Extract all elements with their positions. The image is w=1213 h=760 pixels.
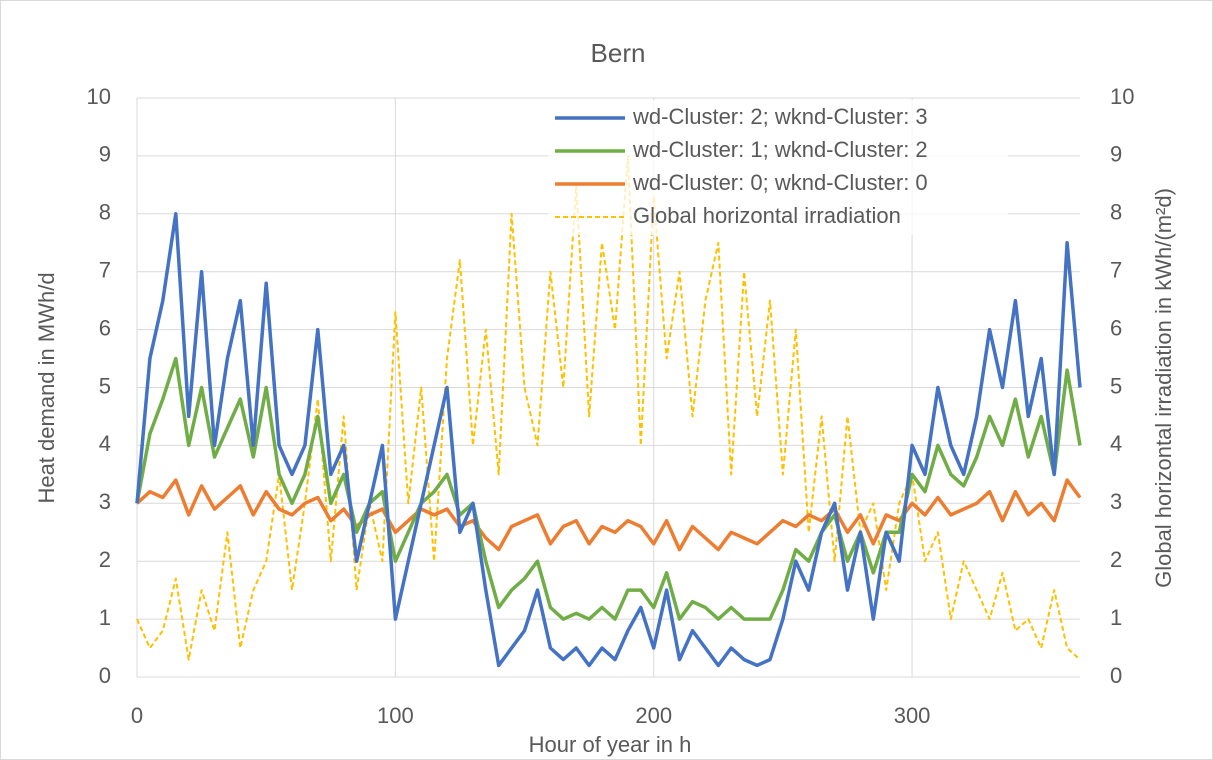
y2-tick-label: 7 bbox=[1110, 258, 1122, 283]
y2-tick-label: 6 bbox=[1110, 315, 1122, 340]
y2-axis-label: Global horizontal irradiation in kWh/(m²… bbox=[1151, 188, 1176, 588]
y-tick-label: 10 bbox=[87, 84, 111, 109]
y-tick-label: 0 bbox=[99, 663, 111, 688]
legend-label: wd-Cluster: 2; wknd-Cluster: 3 bbox=[632, 104, 928, 129]
x-tick-label: 300 bbox=[894, 703, 931, 728]
chart-title: Bern bbox=[591, 38, 646, 68]
x-axis-label: Hour of year in h bbox=[529, 732, 692, 757]
series-line bbox=[136, 154, 1081, 661]
y-tick-label: 7 bbox=[99, 258, 111, 283]
y2-tick-label: 3 bbox=[1110, 489, 1122, 514]
legend-box bbox=[548, 100, 1008, 235]
y2-tick-label: 1 bbox=[1110, 605, 1122, 630]
y2-tick-label: 5 bbox=[1110, 373, 1122, 398]
x-tick-label: 0 bbox=[131, 703, 143, 728]
y2-tick-label: 0 bbox=[1110, 663, 1122, 688]
y-tick-label: 2 bbox=[99, 547, 111, 572]
y2-tick-label: 4 bbox=[1110, 431, 1122, 456]
y-tick-label: 4 bbox=[99, 431, 111, 456]
legend: wd-Cluster: 2; wknd-Cluster: 3 wd-Cluster… bbox=[548, 100, 1008, 235]
legend-label: wd-Cluster: 0; wknd-Cluster: 0 bbox=[632, 170, 928, 195]
series-line bbox=[135, 356, 1082, 621]
x-tick-label: 100 bbox=[377, 703, 414, 728]
y-tick-label: 1 bbox=[99, 605, 111, 630]
y-tick-label: 5 bbox=[99, 373, 111, 398]
y-tick-label: 8 bbox=[99, 200, 111, 225]
legend-label: Global horizontal irradiation bbox=[633, 203, 901, 228]
y2-tick-label: 8 bbox=[1110, 200, 1122, 225]
legend-label: wd-Cluster: 1; wknd-Cluster: 2 bbox=[632, 137, 928, 162]
y-tick-label: 6 bbox=[99, 315, 111, 340]
y-tick-label: 9 bbox=[99, 142, 111, 167]
y2-tick-label: 10 bbox=[1110, 84, 1134, 109]
series-line bbox=[135, 212, 1082, 668]
y-tick-label: 3 bbox=[99, 489, 111, 514]
y-axis-label: Heat demand in MWh/d bbox=[34, 272, 59, 503]
series-line bbox=[135, 478, 1082, 552]
y2-tick-label: 2 bbox=[1110, 547, 1122, 572]
y2-tick-label: 9 bbox=[1110, 142, 1122, 167]
x-tick-label: 200 bbox=[635, 703, 672, 728]
